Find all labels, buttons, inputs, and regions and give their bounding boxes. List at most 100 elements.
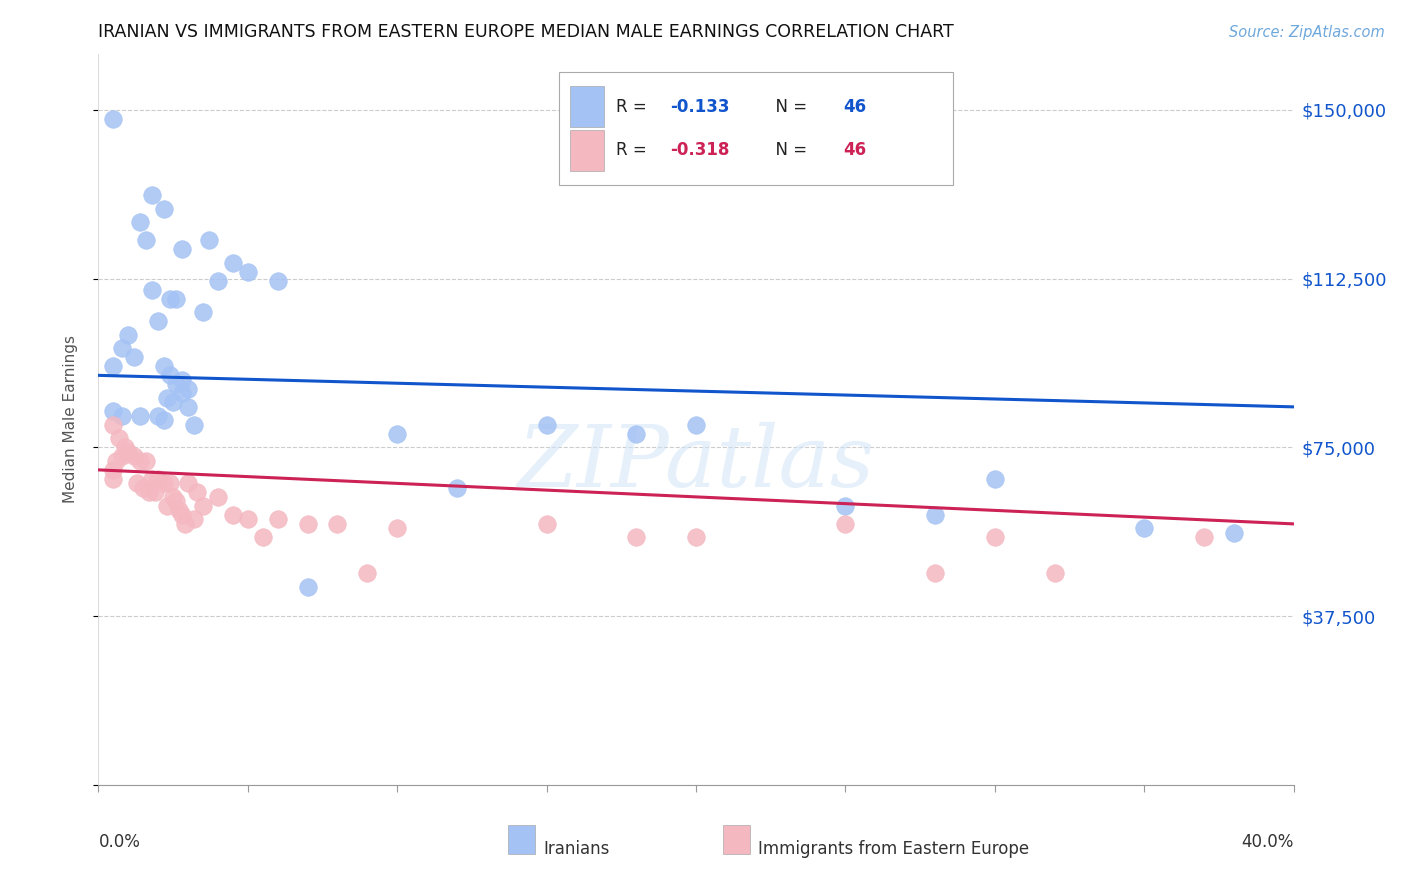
Point (135, 233, 157, 247)
Point (536, 417, 558, 432)
Point (984, 530, 1007, 544)
Text: 46: 46 (844, 97, 866, 116)
Point (297, 516, 319, 531)
Point (536, 516, 558, 531)
Point (198, 233, 221, 247)
Point (1192, 530, 1215, 544)
Point (148, 472, 170, 486)
Text: -0.318: -0.318 (669, 142, 730, 160)
Text: 0.0%: 0.0% (98, 832, 141, 850)
Text: R =: R = (616, 142, 652, 160)
Point (103, 112, 125, 126)
Point (267, 274, 290, 288)
Point (177, 400, 200, 414)
Point (191, 305, 214, 319)
Point (172, 386, 194, 401)
Point (103, 404, 125, 418)
Point (385, 426, 409, 441)
Point (103, 417, 125, 432)
Point (626, 426, 648, 441)
Point (156, 391, 179, 405)
Point (183, 417, 205, 432)
Point (108, 431, 131, 445)
Text: ZIPatlas: ZIPatlas (517, 422, 875, 505)
Point (191, 499, 214, 513)
Point (103, 359, 125, 374)
Point (114, 441, 136, 455)
Text: Iranians: Iranians (543, 840, 609, 858)
Point (356, 566, 378, 581)
Point (685, 417, 707, 432)
Point (326, 516, 349, 531)
Point (1223, 525, 1246, 540)
FancyBboxPatch shape (571, 130, 605, 170)
Point (267, 512, 290, 526)
Point (148, 314, 170, 328)
Point (236, 512, 259, 526)
Point (124, 351, 146, 365)
Point (1043, 566, 1066, 581)
Point (162, 395, 184, 409)
Text: Immigrants from Eastern Europe: Immigrants from Eastern Europe (758, 840, 1029, 858)
Point (156, 499, 179, 513)
Point (172, 373, 194, 387)
Point (167, 503, 190, 517)
Point (177, 382, 200, 396)
Point (153, 359, 176, 374)
Point (222, 508, 245, 522)
FancyBboxPatch shape (724, 825, 749, 855)
Point (165, 494, 187, 508)
Point (165, 377, 187, 392)
Point (446, 481, 468, 495)
Point (252, 530, 274, 544)
Point (186, 485, 208, 500)
Point (129, 215, 152, 229)
Point (159, 368, 181, 383)
Point (183, 512, 205, 526)
Point (159, 292, 181, 306)
Point (177, 476, 200, 491)
Point (172, 243, 194, 257)
Point (141, 283, 163, 297)
Point (127, 476, 149, 491)
Point (153, 202, 176, 216)
Text: R =: R = (616, 97, 652, 116)
Point (984, 472, 1007, 486)
Text: Source: ZipAtlas.com: Source: ZipAtlas.com (1229, 25, 1385, 40)
Point (207, 490, 229, 504)
Point (111, 409, 134, 423)
Point (172, 508, 194, 522)
Text: 40.0%: 40.0% (1241, 832, 1294, 850)
Text: N =: N = (765, 142, 813, 160)
Point (162, 490, 184, 504)
Point (174, 516, 197, 531)
Point (834, 516, 856, 531)
Point (117, 445, 139, 459)
Point (159, 476, 181, 491)
Point (141, 188, 163, 202)
Point (834, 499, 856, 513)
Point (385, 521, 409, 535)
Point (135, 454, 157, 468)
Point (103, 472, 125, 486)
Point (236, 265, 259, 279)
Point (165, 292, 187, 306)
Point (685, 530, 707, 544)
Point (103, 463, 125, 477)
Text: IRANIAN VS IMMIGRANTS FROM EASTERN EUROPE MEDIAN MALE EARNINGS CORRELATION CHART: IRANIAN VS IMMIGRANTS FROM EASTERN EUROP… (98, 23, 955, 41)
Point (924, 508, 946, 522)
Point (148, 409, 170, 423)
Text: N =: N = (765, 97, 813, 116)
Point (111, 342, 134, 356)
Point (124, 450, 146, 464)
FancyBboxPatch shape (571, 87, 605, 127)
Point (153, 476, 176, 491)
Point (141, 472, 163, 486)
Point (1133, 521, 1156, 535)
FancyBboxPatch shape (558, 72, 953, 186)
Point (105, 454, 128, 468)
Text: -0.133: -0.133 (669, 97, 730, 116)
Point (143, 485, 166, 500)
Point (129, 454, 152, 468)
FancyBboxPatch shape (509, 825, 534, 855)
